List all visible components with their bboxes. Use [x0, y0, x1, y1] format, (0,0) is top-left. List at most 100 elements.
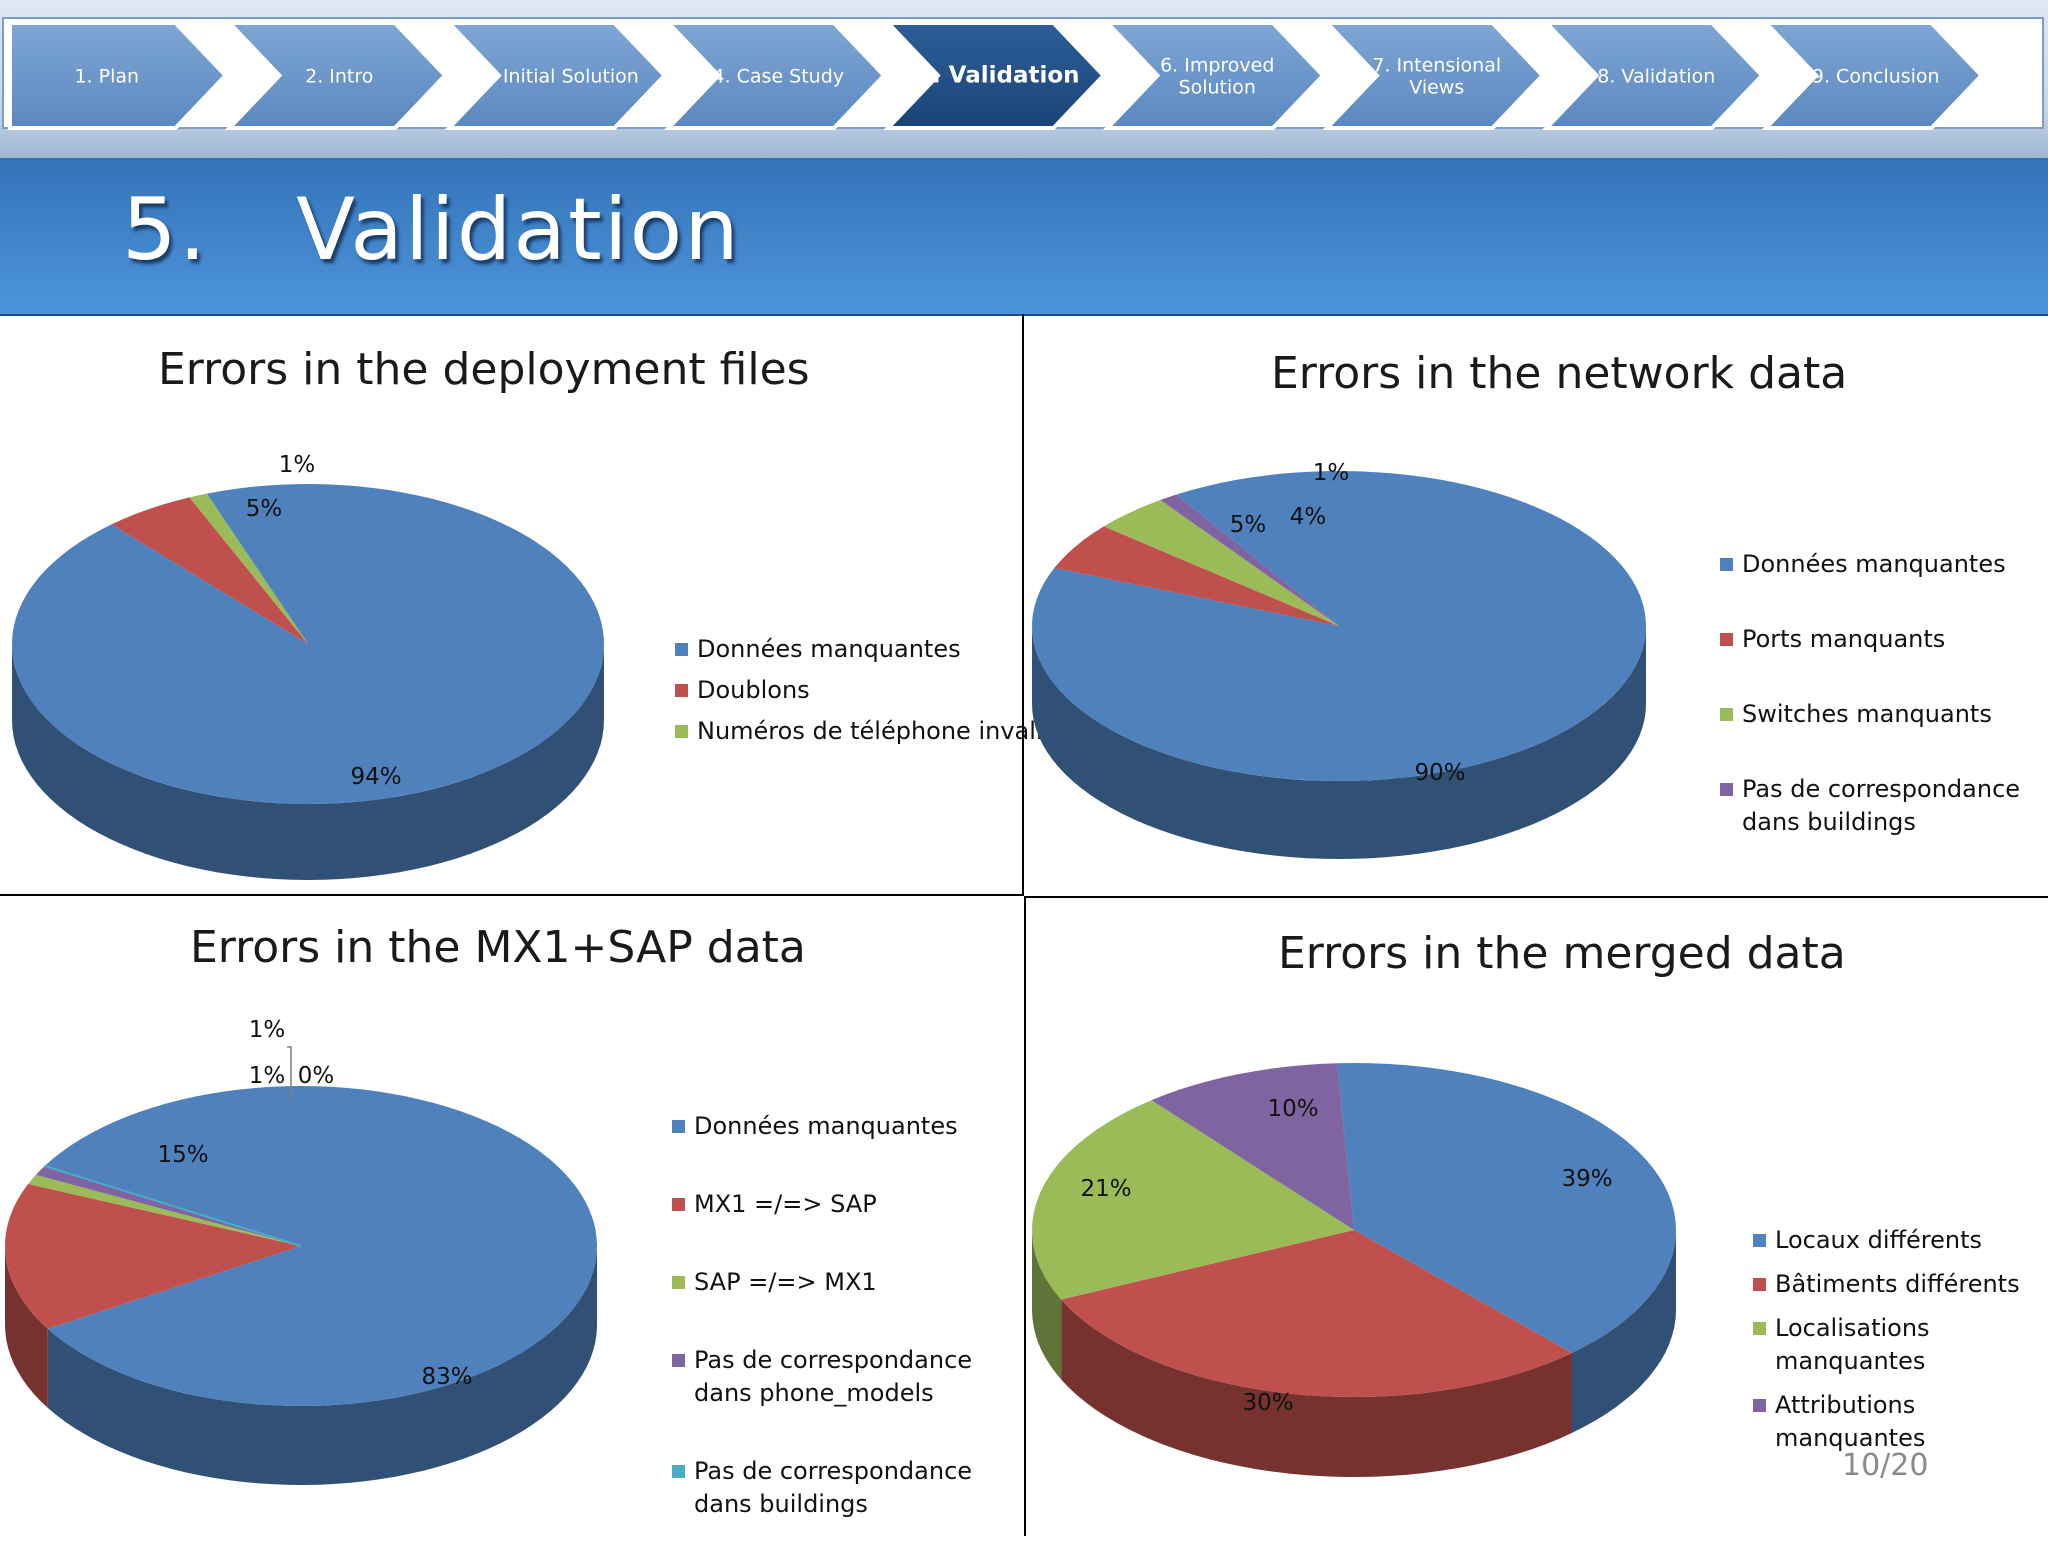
- step-initial-solution-3[interactable]: [444, 21, 668, 130]
- pie-slice-mx1-sap: [5, 1184, 301, 1329]
- legend-item-ports-manquants: Ports manquants: [1720, 623, 2042, 656]
- pie-slice-side-localisations-manquantes: [1032, 1230, 1062, 1380]
- pie-slice-donnees-manquantes: [44, 1086, 597, 1406]
- legend-swatch: [672, 1354, 685, 1367]
- legend-item-sap-mx1: SAP =/=> MX1: [672, 1266, 1022, 1299]
- pie-chart-deployment: 94% 5% 1%: [12, 452, 604, 880]
- pie-slice-attributions-manquantes: [1151, 1063, 1354, 1230]
- legend-item-donnees-manquantes: Données manquantes: [672, 1110, 1022, 1143]
- step-label: 5. Validation: [916, 63, 1080, 89]
- data-label-attributions-manquantes: 10%: [1267, 1096, 1318, 1122]
- legend-label: Numéros de téléphone invalides: [697, 717, 1086, 745]
- pie-slice-side-donnees-manquantes: [47, 1246, 598, 1485]
- step-label: 3. Initial Solution: [479, 66, 639, 88]
- legend-item-donnees-manquantes: Données manquantes: [1720, 548, 2042, 581]
- chart-title-mx1-sap: Errors in the MX1+SAP data: [190, 922, 806, 973]
- pie-slice-doublons: [111, 497, 308, 644]
- data-label-batiments-differents: 30%: [1242, 1390, 1293, 1416]
- legend-merged: Locaux différents Bâtiments différents Loc…: [1753, 1224, 2048, 1466]
- legend-label: Données manquantes: [1742, 550, 2006, 578]
- legend-swatch: [675, 643, 688, 656]
- pie-slice-switches-manquants: [1103, 500, 1339, 626]
- step-label: 9. Conclusion: [1812, 66, 1940, 88]
- leader-line: [287, 1046, 292, 1100]
- step-label: 7. Intensional: [1372, 55, 1501, 77]
- step-case-study-4[interactable]: [663, 21, 887, 130]
- pie-chart-network: 90% 5% 4% 1%: [1032, 460, 1646, 859]
- legend-swatch: [1753, 1399, 1766, 1412]
- step-plan-1[interactable]: [8, 21, 229, 130]
- chart-title-network: Errors in the network data: [1271, 348, 1848, 399]
- legend-swatch: [1753, 1234, 1766, 1247]
- data-label-pas-de-correspondance-dans-phone-models: 1%: [249, 1017, 286, 1043]
- step-validation-5[interactable]: [883, 21, 1107, 130]
- legend-network: Données manquantes Ports manquants Switche…: [1720, 548, 2042, 881]
- legend-label: Pas de correspondance dans buildings: [1742, 775, 2021, 836]
- pie-slice-side-locaux-differents: [1572, 1230, 1676, 1433]
- data-label-ports-manquants: 5%: [1230, 512, 1267, 538]
- legend-swatch: [1720, 783, 1733, 796]
- legend-item-switches-manquants: Switches manquants: [1720, 698, 2042, 731]
- pie-slice-side-donnees-manquantes: [1032, 626, 1646, 859]
- legend-label: Locaux différents: [1775, 1226, 1983, 1254]
- data-label-doublons: 5%: [246, 496, 283, 522]
- step-label: 8. Validation: [1597, 66, 1715, 88]
- step-intro-2[interactable]: [224, 21, 448, 130]
- navigation-bar: 1. Plan 2. Intro 3. Initial Solution 4. Cas…: [0, 0, 2048, 158]
- legend-label: Attributions manquantes: [1775, 1391, 1926, 1452]
- step-improved-solution-6[interactable]: [1102, 21, 1326, 130]
- legend-swatch: [1720, 558, 1733, 571]
- legend-item-localisations-manquantes: Localisations manquantes: [1753, 1312, 2048, 1378]
- data-label-localisations-manquantes: 21%: [1080, 1176, 1131, 1202]
- legend-label: Doublons: [697, 676, 810, 704]
- chart-title-deployment: Errors in the deployment files: [158, 344, 810, 395]
- data-label-numeros-de-telephone-invalides: 1%: [279, 452, 316, 478]
- pie-slice-batiments-differents: [1061, 1230, 1572, 1397]
- legend-label: Données manquantes: [697, 635, 961, 663]
- pie-slice-pas-de-correspondance-dans-buildings: [1160, 494, 1339, 626]
- legend-item-doublons: Doublons: [675, 674, 1085, 707]
- pie-chart-mx1-sap: 83% 15% 1% 1% 0%: [5, 1017, 598, 1485]
- pie-slice-side-batiments-differents: [1061, 1299, 1572, 1477]
- step-label: 4. Case Study: [712, 66, 844, 88]
- step-intensional-views-7[interactable]: [1322, 21, 1546, 130]
- pie-slice-side-mx1-sap: [5, 1246, 48, 1408]
- legend-swatch: [672, 1198, 685, 1211]
- step-conclusion-9[interactable]: [1761, 21, 1985, 130]
- step-label: 2. Intro: [305, 66, 373, 88]
- legend-deployment: Données manquantes Doublons Numéros de tél…: [675, 633, 1085, 756]
- page-number: 10/20: [1842, 1448, 1929, 1483]
- legend-label: Switches manquants: [1742, 700, 1992, 728]
- legend-label: SAP =/=> MX1: [694, 1268, 877, 1296]
- legend-item-attributions-manquantes: Attributions manquantes: [1753, 1389, 2048, 1455]
- step-label: Solution: [1179, 77, 1256, 99]
- legend-label: Pas de correspondance dans buildings: [694, 1457, 973, 1518]
- legend-item-pas-de-correspondance-dans-buildings: Pas de correspondance dans buildings: [672, 1455, 1022, 1521]
- title-banner: [0, 158, 2048, 316]
- legend-label: Bâtiments différents: [1775, 1270, 2020, 1298]
- legend-swatch: [1720, 633, 1733, 646]
- legend-swatch: [1720, 708, 1733, 721]
- legend-item-donnees-manquantes: Données manquantes: [675, 633, 1085, 666]
- pie-slice-side-donnees-manquantes: [12, 644, 604, 880]
- data-label-switches-manquants: 4%: [1290, 504, 1327, 530]
- horizontal-divider-right: [1024, 896, 2048, 898]
- data-label-locaux-differents: 39%: [1561, 1166, 1612, 1192]
- data-label-pas-de-correspondance-dans-buildings: 0%: [298, 1063, 335, 1089]
- legend-label: Pas de correspondance dans phone_models: [694, 1346, 973, 1407]
- horizontal-divider-left: [0, 894, 1024, 896]
- legend-label: MX1 =/=> SAP: [694, 1190, 877, 1218]
- legend-item-numeros-de-telephone-invalides: Numéros de téléphone invalides: [675, 715, 1085, 748]
- step-validation-8[interactable]: [1541, 21, 1765, 130]
- legend-item-locaux-differents: Locaux différents: [1753, 1224, 2048, 1257]
- legend-label: Ports manquants: [1742, 625, 1946, 653]
- legend-item-pas-de-correspondance-dans-buildings: Pas de correspondance dans buildings: [1720, 773, 2042, 839]
- pie-chart-merged: 39% 30% 21% 10%: [1032, 1063, 1676, 1477]
- legend-swatch: [672, 1120, 685, 1133]
- legend-mx1-sap: Données manquantes MX1 =/=> SAP SAP =/=> M…: [672, 1110, 1022, 1566]
- page-title: 5. Validation: [122, 180, 741, 280]
- step-navigation: 1. Plan 2. Intro 3. Initial Solution 4. Cas…: [2, 17, 2044, 130]
- legend-item-batiments-differents: Bâtiments différents: [1753, 1268, 2048, 1301]
- data-label-donnees-manquantes: 83%: [421, 1364, 472, 1390]
- legend-swatch: [1753, 1278, 1766, 1291]
